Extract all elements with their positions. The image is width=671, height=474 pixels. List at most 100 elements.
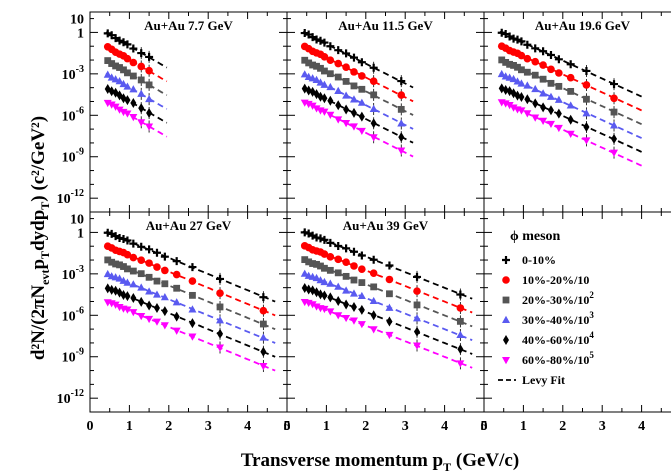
data-point <box>357 291 366 300</box>
data-point <box>546 92 555 100</box>
data-point <box>349 247 358 256</box>
legend-marker <box>502 296 510 304</box>
data-point <box>119 234 128 243</box>
data-point <box>334 46 343 55</box>
data-point <box>326 70 334 78</box>
data-point <box>152 290 161 298</box>
data-point <box>456 317 464 325</box>
data-point <box>509 34 518 43</box>
panel-series-group <box>300 228 473 370</box>
data-point <box>124 69 131 77</box>
data-point <box>173 311 180 322</box>
data-point <box>146 300 153 311</box>
data-point <box>111 103 120 111</box>
data-point <box>497 28 506 37</box>
legend-label: 60%-80%/105 <box>522 350 594 367</box>
data-point <box>398 132 405 143</box>
data-point <box>334 255 343 264</box>
legend: ϕ meson 0-10% 10%-20%/10 20%-30%/102 30%-40… <box>498 229 594 387</box>
data-point <box>326 266 334 274</box>
data-point <box>321 67 328 75</box>
data-point <box>116 64 123 71</box>
y-tick-label: 10 <box>70 13 84 28</box>
y-tick-label: 10-12 <box>57 388 84 407</box>
data-point <box>103 269 112 278</box>
data-point <box>506 60 514 68</box>
x-tick-label: 3 <box>205 419 212 434</box>
data-point <box>173 284 181 292</box>
data-point <box>334 269 342 277</box>
data-point <box>370 283 378 291</box>
data-point <box>350 107 357 118</box>
data-point <box>161 280 169 288</box>
panel-label: Au+Au 11.5 GeV <box>338 18 433 33</box>
data-point <box>539 75 547 83</box>
data-point <box>385 261 394 270</box>
legend-title: ϕ meson <box>510 229 561 244</box>
y-tick-label: 10-3 <box>62 64 84 83</box>
data-point <box>320 108 329 116</box>
y-axis-title: d²N/(2πNevtpTdydpT) (c²/GeV²) <box>28 116 52 360</box>
data-point <box>397 91 406 99</box>
data-point <box>524 94 531 105</box>
data-point <box>610 121 619 129</box>
data-point <box>357 98 366 106</box>
x-tick-label: 0 <box>284 419 291 434</box>
data-point <box>305 85 312 96</box>
data-point <box>385 303 394 311</box>
chart-marks <box>103 28 642 373</box>
data-point <box>413 272 422 281</box>
data-point <box>130 97 137 108</box>
x-tick-label: 2 <box>559 419 566 434</box>
data-point <box>397 77 406 86</box>
data-point <box>129 85 138 93</box>
x-tick-label: 4 <box>441 419 448 434</box>
data-point <box>540 102 547 113</box>
x-tick-label: 3 <box>402 419 409 434</box>
data-point <box>103 70 112 78</box>
data-point <box>342 272 350 280</box>
data-point <box>321 264 328 272</box>
data-point <box>397 119 406 127</box>
data-point <box>326 82 335 91</box>
y-tick-label: 1 <box>77 226 84 241</box>
data-point <box>567 87 575 95</box>
data-point <box>260 346 267 357</box>
data-point <box>514 90 521 101</box>
data-point <box>259 333 268 341</box>
data-point <box>546 51 555 60</box>
data-point <box>316 78 325 86</box>
data-point <box>320 277 329 286</box>
legend-label: 20%-30%/102 <box>522 290 594 307</box>
chart-labels: 10110-310-610-910-1210110-310-610-910-12… <box>57 13 645 434</box>
data-point <box>300 70 309 78</box>
data-point <box>129 280 138 288</box>
data-point <box>123 306 132 314</box>
data-point <box>531 57 540 66</box>
data-point <box>532 98 539 109</box>
data-point <box>369 134 378 142</box>
data-point <box>413 301 421 309</box>
legend-items: 0-10% 10%-20%/10 20%-30%/102 30%-40%/103 40%… <box>498 253 594 387</box>
data-point <box>349 95 358 103</box>
data-point <box>188 305 197 313</box>
data-point <box>137 313 146 321</box>
data-point <box>326 42 335 51</box>
data-point <box>317 289 324 300</box>
data-point <box>129 72 137 80</box>
data-point <box>370 118 377 129</box>
data-point <box>138 103 145 114</box>
data-point <box>523 40 532 49</box>
data-point <box>369 296 378 305</box>
data-point <box>610 94 618 103</box>
panel-label: Au+Au 19.6 GeV <box>535 18 631 33</box>
data-point <box>108 258 116 266</box>
data-point <box>457 344 464 355</box>
data-point <box>358 265 366 274</box>
levy-fit-line <box>302 272 473 341</box>
data-point <box>160 293 169 301</box>
data-point <box>531 84 540 93</box>
panel-label: Au+Au 27 GeV <box>146 218 232 233</box>
data-point <box>123 54 132 63</box>
data-point <box>369 326 378 334</box>
